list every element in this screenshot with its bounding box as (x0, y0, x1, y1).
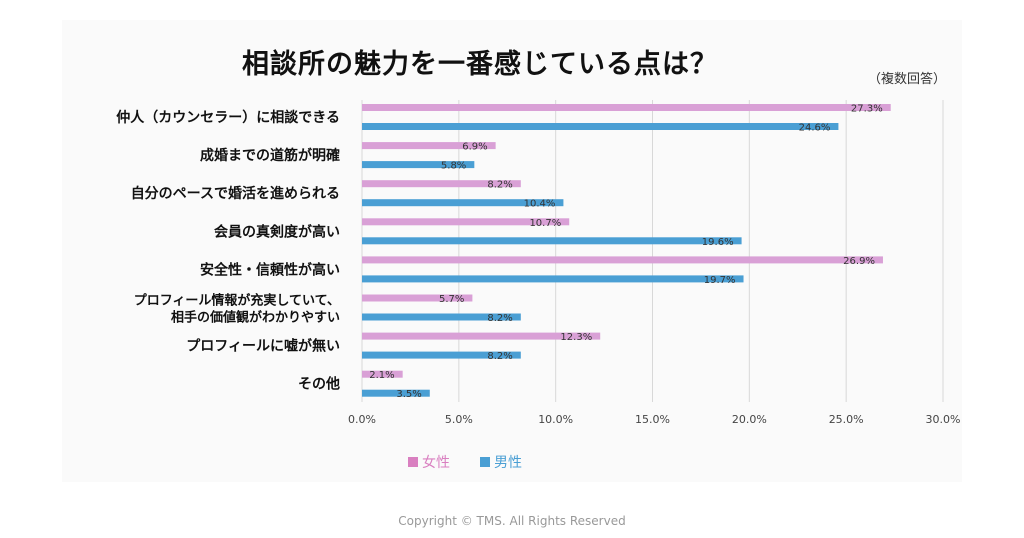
data-label-female: 6.9% (462, 142, 487, 153)
bar-female (362, 256, 883, 264)
data-label-male: 8.2% (487, 351, 512, 362)
legend-item-female: 女性 (408, 452, 450, 472)
legend-item-male: 男性 (480, 452, 522, 472)
bar-male (362, 351, 521, 359)
x-tick-label: 30.0% (926, 413, 961, 426)
category-label: プロフィールに嘘が無い (186, 338, 340, 355)
data-label-male: 24.6% (799, 123, 831, 134)
x-tick-label: 25.0% (829, 413, 864, 426)
category-label: プロフィール情報が充実していて、 (134, 293, 340, 309)
data-label-female: 27.3% (851, 104, 883, 115)
bar-female (362, 142, 496, 150)
legend-swatch-male (480, 457, 490, 467)
chart-subtitle: （複数回答） (868, 72, 947, 87)
bar-male (362, 237, 742, 245)
data-label-male: 19.6% (702, 237, 734, 248)
bar-female (362, 180, 521, 188)
x-tick-label: 10.0% (538, 413, 573, 426)
bar-male (362, 389, 430, 397)
data-label-male: 8.2% (487, 313, 512, 324)
data-label-female: 12.3% (560, 332, 592, 343)
copyright: Copyright © TMS. All Rights Reserved (398, 514, 626, 528)
chart-panel (62, 20, 962, 482)
bar-male (362, 275, 744, 283)
x-tick-label: 0.0% (348, 413, 376, 426)
x-tick-label: 15.0% (635, 413, 670, 426)
bar-male (362, 161, 475, 169)
bar-male (362, 313, 521, 321)
category-label: 会員の真剣度が高い (214, 223, 340, 240)
data-label-male: 19.7% (704, 275, 736, 286)
data-label-female: 8.2% (487, 180, 512, 191)
bar-female (362, 370, 403, 378)
category-label: 相手の価値観がわかりやすい (171, 310, 340, 326)
category-label: 成婚までの道筋が明確 (200, 147, 340, 164)
category-label: 自分のペースで婚活を進められる (131, 185, 340, 202)
data-label-female: 2.1% (369, 370, 394, 381)
bar-female (362, 294, 473, 302)
legend: 女性 男性 (408, 452, 522, 472)
category-label: その他 (298, 376, 340, 393)
x-tick-label: 20.0% (732, 413, 767, 426)
legend-label-female: 女性 (422, 455, 450, 471)
category-label: 仲人（カウンセラー）に相談できる (116, 109, 340, 126)
legend-swatch-female (408, 457, 418, 467)
data-label-male: 3.5% (396, 389, 421, 400)
bar-female (362, 218, 570, 226)
data-label-female: 5.7% (439, 294, 464, 305)
data-label-female: 10.7% (529, 218, 561, 229)
legend-label-male: 男性 (494, 455, 522, 471)
data-label-male: 5.8% (441, 161, 466, 172)
bar-male (362, 199, 564, 207)
bar-male (362, 123, 839, 130)
data-label-female: 26.9% (843, 256, 875, 267)
category-label: 安全性・信頼性が高い (200, 261, 340, 278)
x-tick-label: 5.0% (445, 413, 473, 426)
data-label-male: 10.4% (524, 199, 556, 210)
bar-female (362, 332, 601, 340)
bar-female (362, 104, 891, 111)
chart-title: 相談所の魅力を一番感じている点は？ (242, 49, 718, 80)
